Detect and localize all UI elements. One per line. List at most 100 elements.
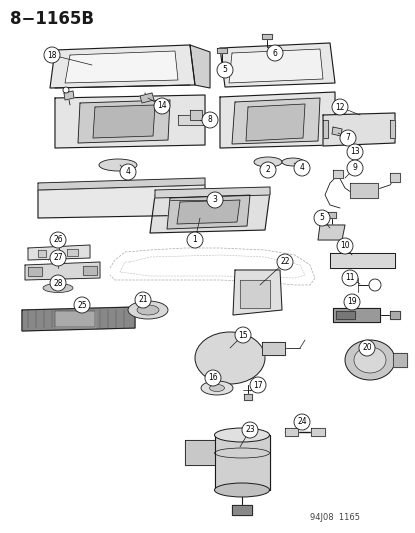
Polygon shape bbox=[83, 266, 97, 275]
Text: 7: 7 bbox=[346, 133, 350, 142]
Polygon shape bbox=[233, 270, 282, 315]
Circle shape bbox=[347, 160, 363, 176]
Text: 15: 15 bbox=[238, 330, 248, 340]
Polygon shape bbox=[28, 245, 90, 260]
Polygon shape bbox=[25, 262, 100, 280]
Polygon shape bbox=[390, 311, 400, 319]
Polygon shape bbox=[333, 170, 343, 178]
Polygon shape bbox=[262, 342, 285, 355]
Circle shape bbox=[120, 164, 136, 180]
Circle shape bbox=[187, 232, 203, 248]
Circle shape bbox=[50, 232, 66, 248]
Circle shape bbox=[207, 192, 223, 208]
Circle shape bbox=[50, 250, 66, 266]
Polygon shape bbox=[232, 98, 320, 144]
Circle shape bbox=[44, 47, 60, 63]
Text: 25: 25 bbox=[77, 301, 87, 310]
Text: 12: 12 bbox=[335, 102, 345, 111]
Circle shape bbox=[294, 414, 310, 430]
Circle shape bbox=[235, 327, 251, 343]
Polygon shape bbox=[78, 100, 170, 143]
Polygon shape bbox=[229, 49, 323, 83]
Text: 3: 3 bbox=[212, 196, 217, 205]
Text: 20: 20 bbox=[362, 343, 372, 352]
Circle shape bbox=[314, 210, 330, 226]
Ellipse shape bbox=[215, 483, 269, 497]
Circle shape bbox=[154, 98, 170, 114]
Ellipse shape bbox=[128, 301, 168, 319]
Polygon shape bbox=[323, 113, 395, 146]
Polygon shape bbox=[22, 307, 135, 331]
Polygon shape bbox=[311, 428, 325, 436]
Text: 16: 16 bbox=[208, 374, 218, 383]
Text: 21: 21 bbox=[138, 295, 148, 304]
Circle shape bbox=[260, 162, 276, 178]
Polygon shape bbox=[285, 428, 298, 436]
Ellipse shape bbox=[195, 332, 265, 384]
Circle shape bbox=[337, 238, 353, 254]
Polygon shape bbox=[150, 192, 270, 233]
Text: 4: 4 bbox=[300, 164, 305, 173]
Polygon shape bbox=[244, 394, 252, 400]
Text: 6: 6 bbox=[273, 49, 278, 58]
Circle shape bbox=[205, 370, 221, 386]
Text: 11: 11 bbox=[345, 273, 355, 282]
Polygon shape bbox=[38, 185, 205, 218]
Polygon shape bbox=[390, 120, 395, 138]
Text: 5: 5 bbox=[320, 214, 325, 222]
Polygon shape bbox=[155, 187, 270, 198]
Ellipse shape bbox=[215, 428, 269, 442]
Ellipse shape bbox=[345, 340, 395, 380]
Text: 24: 24 bbox=[297, 417, 307, 426]
Text: 2: 2 bbox=[266, 166, 271, 174]
Polygon shape bbox=[167, 195, 250, 229]
Polygon shape bbox=[323, 120, 328, 138]
Polygon shape bbox=[185, 440, 215, 465]
Ellipse shape bbox=[354, 347, 386, 373]
Ellipse shape bbox=[282, 158, 304, 166]
Polygon shape bbox=[350, 183, 378, 198]
Text: 26: 26 bbox=[53, 236, 63, 245]
Text: 28: 28 bbox=[53, 279, 63, 287]
Circle shape bbox=[250, 377, 266, 393]
Polygon shape bbox=[55, 311, 95, 327]
Ellipse shape bbox=[43, 284, 73, 293]
Circle shape bbox=[242, 422, 258, 438]
Text: 19: 19 bbox=[347, 297, 357, 306]
Text: 8−1165B: 8−1165B bbox=[10, 10, 94, 28]
Text: 23: 23 bbox=[245, 425, 255, 434]
Polygon shape bbox=[232, 505, 252, 515]
Polygon shape bbox=[318, 225, 345, 240]
Circle shape bbox=[63, 87, 69, 93]
Polygon shape bbox=[38, 178, 205, 190]
Polygon shape bbox=[50, 45, 195, 88]
Polygon shape bbox=[217, 48, 227, 53]
Polygon shape bbox=[390, 173, 400, 182]
Polygon shape bbox=[140, 93, 154, 103]
Text: 10: 10 bbox=[340, 241, 350, 251]
Circle shape bbox=[342, 270, 358, 286]
Text: 5: 5 bbox=[222, 66, 227, 75]
Circle shape bbox=[347, 144, 363, 160]
Polygon shape bbox=[333, 308, 380, 322]
Polygon shape bbox=[93, 105, 155, 138]
Polygon shape bbox=[38, 250, 46, 257]
Circle shape bbox=[344, 294, 360, 310]
Polygon shape bbox=[177, 200, 240, 224]
Text: 9: 9 bbox=[353, 164, 357, 173]
Polygon shape bbox=[262, 34, 272, 39]
Ellipse shape bbox=[254, 157, 282, 167]
Polygon shape bbox=[246, 104, 305, 141]
Circle shape bbox=[135, 292, 151, 308]
Polygon shape bbox=[67, 249, 78, 256]
Text: 14: 14 bbox=[157, 101, 167, 110]
Circle shape bbox=[359, 340, 375, 356]
Polygon shape bbox=[28, 267, 42, 276]
Polygon shape bbox=[336, 311, 355, 319]
Text: 18: 18 bbox=[47, 51, 57, 60]
Text: 17: 17 bbox=[253, 381, 263, 390]
Text: 27: 27 bbox=[53, 254, 63, 262]
Polygon shape bbox=[330, 253, 395, 268]
Polygon shape bbox=[215, 435, 270, 490]
Polygon shape bbox=[220, 43, 335, 87]
